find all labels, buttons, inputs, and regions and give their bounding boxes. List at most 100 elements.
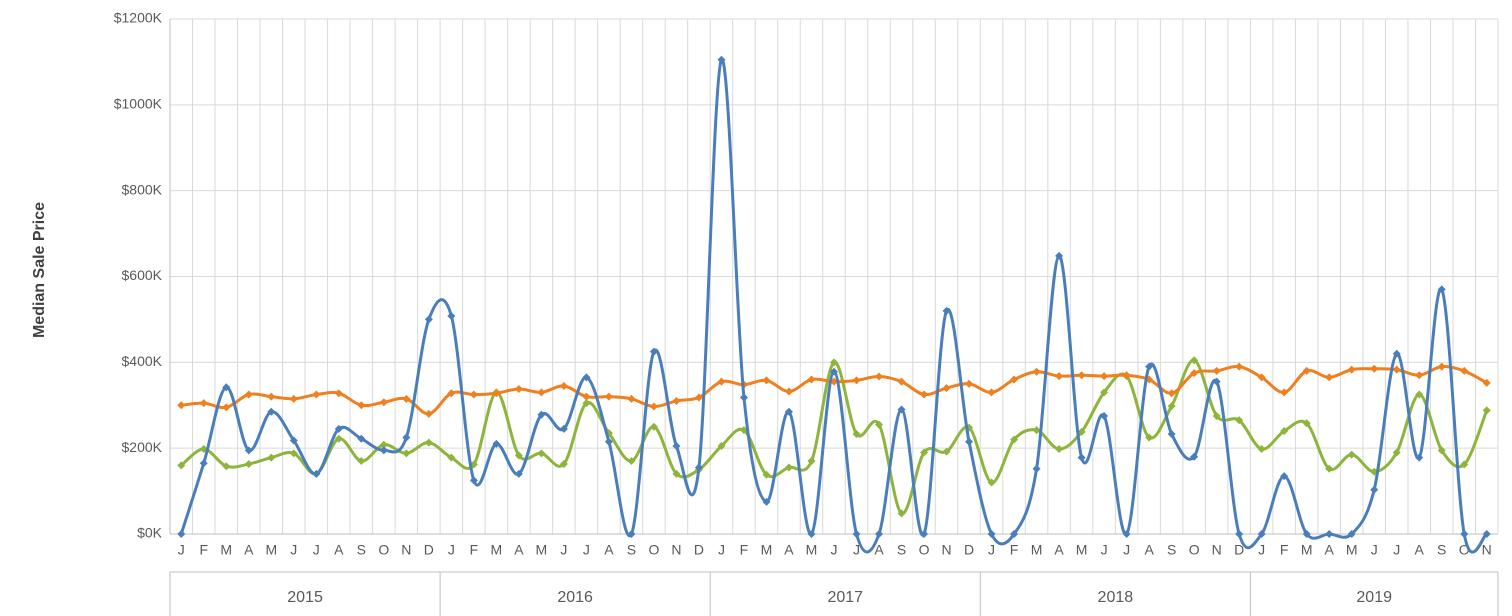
x-tick-label: M bbox=[1076, 542, 1088, 558]
data-point bbox=[267, 453, 276, 462]
data-point bbox=[830, 358, 838, 367]
data-point bbox=[1347, 450, 1356, 459]
data-point bbox=[469, 476, 478, 485]
data-point bbox=[649, 347, 658, 356]
data-point bbox=[447, 453, 456, 462]
data-point bbox=[1392, 365, 1401, 374]
x-tick-label: A bbox=[1054, 542, 1064, 558]
data-point bbox=[920, 448, 929, 457]
data-point bbox=[875, 530, 884, 538]
data-point bbox=[1257, 530, 1266, 538]
data-point bbox=[875, 420, 884, 429]
data-point bbox=[1370, 485, 1379, 494]
x-tick-label: O bbox=[1189, 542, 1200, 558]
data-point bbox=[1077, 371, 1086, 380]
data-point bbox=[1347, 530, 1356, 538]
data-point bbox=[830, 367, 838, 376]
data-point bbox=[1302, 419, 1311, 428]
data-point bbox=[1482, 406, 1491, 415]
data-point bbox=[1010, 375, 1019, 384]
data-point bbox=[739, 393, 748, 402]
data-point bbox=[177, 530, 186, 538]
data-point bbox=[717, 442, 726, 451]
data-point bbox=[1482, 530, 1491, 538]
group-label: 2018 bbox=[1098, 589, 1134, 606]
data-point bbox=[1145, 362, 1154, 371]
x-tick-label: S bbox=[897, 542, 906, 558]
data-point bbox=[1077, 427, 1086, 436]
data-point bbox=[852, 430, 861, 439]
data-point bbox=[1280, 388, 1289, 397]
x-tick-label: M bbox=[1031, 542, 1043, 558]
x-tick-label: D bbox=[424, 542, 434, 558]
data-point bbox=[694, 463, 703, 472]
data-point bbox=[1302, 530, 1311, 538]
data-point bbox=[942, 447, 951, 456]
data-point bbox=[1460, 460, 1469, 469]
group-label: 2017 bbox=[827, 589, 863, 606]
data-point bbox=[987, 530, 996, 538]
data-point bbox=[852, 530, 861, 538]
x-tick-label: M bbox=[1301, 542, 1313, 558]
x-tick-label: N bbox=[1482, 542, 1492, 558]
data-point bbox=[199, 399, 208, 408]
data-point bbox=[942, 384, 951, 393]
data-point bbox=[424, 438, 433, 447]
data-point bbox=[1235, 416, 1244, 425]
data-point bbox=[402, 449, 411, 458]
data-point bbox=[1280, 472, 1289, 481]
data-point bbox=[379, 398, 388, 407]
data-point bbox=[627, 530, 636, 538]
data-point bbox=[1257, 445, 1266, 454]
x-tick-label: J bbox=[560, 542, 567, 558]
x-tick-label: O bbox=[919, 542, 930, 558]
y-tick-label: $0K bbox=[137, 525, 163, 541]
data-point bbox=[379, 446, 388, 455]
data-point bbox=[334, 424, 343, 433]
data-point bbox=[582, 373, 591, 382]
data-point bbox=[1415, 371, 1424, 380]
x-tick-label: S bbox=[357, 542, 366, 558]
data-point bbox=[627, 457, 636, 466]
data-point bbox=[1302, 366, 1311, 375]
x-tick-label: S bbox=[1167, 542, 1176, 558]
data-point bbox=[1235, 530, 1244, 538]
x-tick-label: M bbox=[1346, 542, 1358, 558]
data-point bbox=[1167, 402, 1176, 411]
data-point bbox=[1010, 530, 1019, 538]
x-tick-label: F bbox=[470, 542, 479, 558]
data-point bbox=[537, 388, 546, 397]
data-point bbox=[424, 315, 433, 324]
data-point bbox=[1257, 373, 1266, 382]
x-tick-label: N bbox=[941, 542, 951, 558]
x-tick-label: J bbox=[1393, 542, 1400, 558]
x-tick-label: A bbox=[784, 542, 794, 558]
y-tick-label: $600K bbox=[122, 267, 163, 283]
data-point bbox=[1212, 377, 1221, 386]
data-point bbox=[1190, 369, 1199, 378]
data-point bbox=[807, 530, 816, 538]
data-point bbox=[1370, 364, 1379, 373]
data-point bbox=[1100, 388, 1109, 397]
data-point bbox=[1280, 427, 1289, 435]
data-point bbox=[469, 390, 478, 399]
data-point bbox=[1415, 390, 1424, 399]
data-point bbox=[1145, 433, 1154, 442]
data-point bbox=[1325, 464, 1334, 473]
x-tick-label: J bbox=[1101, 542, 1108, 558]
data-point bbox=[357, 457, 366, 466]
data-point bbox=[965, 379, 974, 388]
x-tick-label: M bbox=[491, 542, 503, 558]
data-point bbox=[537, 449, 546, 458]
data-point bbox=[762, 376, 771, 385]
data-point bbox=[267, 392, 276, 401]
x-tick-label: F bbox=[199, 542, 208, 558]
data-point bbox=[1482, 378, 1491, 387]
data-point bbox=[627, 394, 636, 403]
data-point bbox=[1190, 452, 1199, 461]
x-tick-label: A bbox=[1415, 542, 1425, 558]
data-point bbox=[649, 422, 658, 431]
x-tick-label: D bbox=[694, 542, 704, 558]
data-point bbox=[177, 461, 186, 470]
